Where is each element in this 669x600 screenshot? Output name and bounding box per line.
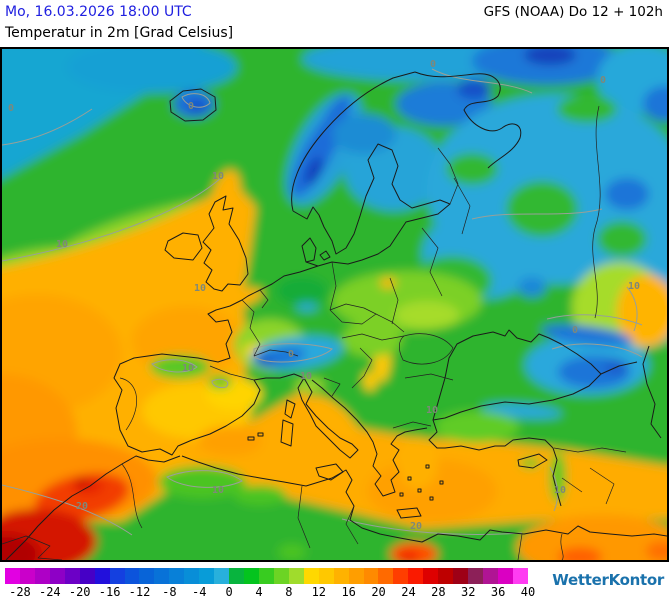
legend-cell	[393, 568, 409, 584]
legend-cell	[348, 568, 364, 584]
isoline-label: 10	[426, 405, 438, 416]
legend-cell	[512, 568, 528, 584]
isoline-label: 10	[212, 171, 224, 182]
legend-cell	[303, 568, 319, 584]
legend-tick-label: -12	[128, 585, 151, 599]
isoline-label: 0	[600, 75, 606, 86]
legend-cell	[423, 568, 439, 584]
legend-tick-label: 8	[285, 585, 293, 599]
temperature-map: 0 0 0 0 10 10 10 0 10 10 10 0 10 10 20 20 10	[0, 47, 669, 562]
legend-cell	[244, 568, 259, 584]
wetterkontor-logo-text: WetterKontor	[552, 571, 664, 589]
legend-cell	[318, 568, 334, 584]
legend-cell	[79, 568, 95, 584]
legend-cell	[273, 568, 289, 584]
legend-cell	[64, 568, 80, 584]
isoline-label: 0	[430, 59, 436, 70]
legend-tick-label: 40	[520, 585, 536, 599]
legend-tick-label: 20	[371, 585, 386, 599]
page-title: Temperatur in 2m [Grad Celsius]	[5, 25, 234, 41]
legend-tick-label: -28	[9, 585, 31, 599]
legend-tick-label: -24	[38, 585, 61, 599]
legend-cell	[169, 568, 185, 584]
legend-tick-label: 36	[490, 585, 506, 599]
legend-cell	[453, 568, 469, 584]
isoline-label: 10	[212, 485, 224, 496]
isoline-label: 0	[572, 325, 578, 336]
legend-tick-label: -4	[192, 585, 207, 599]
legend-cell	[5, 568, 20, 584]
legend-cell	[199, 568, 215, 584]
legend-cell	[214, 568, 230, 584]
legend-cell	[333, 568, 349, 584]
isoline-label: 20	[76, 501, 88, 512]
legend-tick-label: 28	[431, 585, 446, 599]
legend-cell	[468, 568, 483, 584]
legend-cell	[483, 568, 498, 584]
legend-cell	[19, 568, 35, 584]
legend-cell	[49, 568, 65, 584]
isoline-label: 10	[182, 363, 194, 374]
isoline-label: 0	[8, 103, 14, 114]
coastlines	[5, 71, 667, 560]
legend-tick-label: -20	[68, 585, 91, 599]
isoline-label: 10	[300, 371, 312, 382]
legend-tick-label: 12	[311, 585, 327, 599]
isoline-label: 10	[194, 283, 206, 294]
isoline-label: 10	[628, 281, 640, 292]
isoline-label-layer: 0 0 0 0 10 10 10 0 10 10 10 0 10 10 20 20 10	[8, 59, 640, 532]
legend-cell	[124, 568, 140, 584]
isolines	[2, 68, 643, 536]
legend-cell	[139, 568, 155, 584]
legend-cell	[94, 568, 110, 584]
legend-tick-label: 24	[401, 585, 416, 599]
wetterkontor-logo: WetterKontor	[552, 571, 665, 589]
legend-cell	[258, 568, 274, 584]
legend-tick-label: 0	[225, 585, 233, 599]
legend-cell	[288, 568, 304, 584]
legend-tick-label: -8	[162, 585, 177, 599]
map-datetime: Mo, 16.03.2026 18:00 UTC	[5, 4, 192, 20]
legend-cell	[34, 568, 50, 584]
legend-tick-label: 32	[460, 585, 476, 599]
temperature-field	[2, 49, 667, 560]
country-borders	[2, 105, 627, 560]
isoline-label: 0	[288, 349, 294, 360]
isoline-label: 10	[554, 485, 566, 496]
legend-cell	[363, 568, 379, 584]
legend-tick-label: 4	[255, 585, 263, 599]
legend-cell	[184, 568, 200, 584]
legend-cell	[109, 568, 125, 584]
legend-cell	[154, 568, 170, 584]
legend-tick-label: 16	[341, 585, 356, 599]
legend-cell	[378, 568, 394, 584]
model-run-label: GFS (NOAA) Do 12 + 102h	[483, 4, 663, 20]
legend-cell	[408, 568, 424, 584]
isoline-label: 0	[188, 101, 194, 112]
legend-cell	[438, 568, 454, 584]
legend-cell	[497, 568, 513, 584]
temperature-map-svg: 0 0 0 0 10 10 10 0 10 10 10 0 10 10 20 20 10	[2, 49, 667, 560]
legend-tick-label: -16	[98, 585, 121, 599]
legend-bar	[5, 568, 528, 584]
isoline-label: 10	[56, 239, 68, 250]
legend-tick-labels: -28 -24 -20 -16 -12 -8 -4 0 4 8 12 16 20 24 28 32 36 40	[5, 585, 535, 599]
isoline-label: 20	[410, 521, 422, 532]
legend-cell	[229, 568, 244, 584]
